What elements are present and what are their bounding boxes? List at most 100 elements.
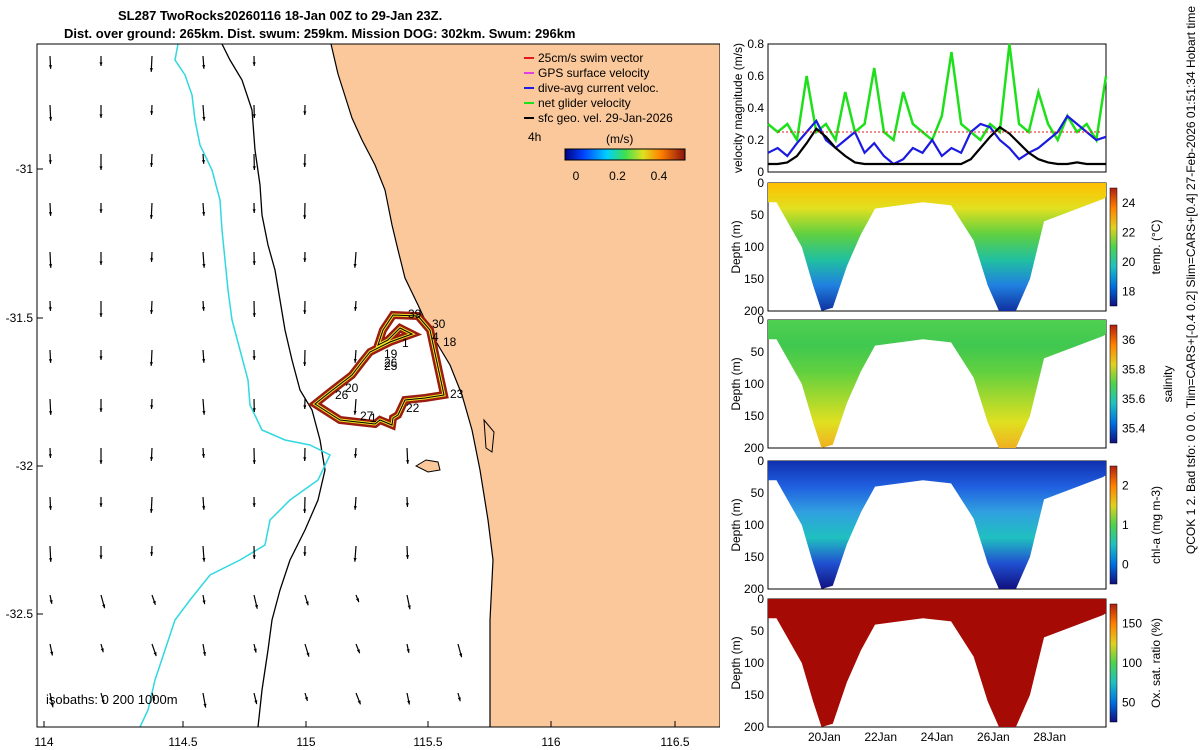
geo-arrowhead [406,460,410,464]
day-label: 1 [402,336,409,350]
geo-arrowhead [99,62,103,66]
colorbar-tick: 100 [1122,656,1142,670]
time-tick: 24Jan [921,730,954,744]
geo-arrowhead [149,310,154,314]
geo-arrowhead [252,209,256,213]
geo-arrowhead [48,359,53,363]
geo-arrowhead [202,557,206,562]
depth-y-label: Depth (m) [729,220,743,273]
geo-arrowhead [99,555,103,559]
velocity-y-tick: 0.4 [747,101,764,115]
geo-arrowhead [149,509,153,513]
salinity-panel: 0 50 100 150 200 Depth (m) 35.4 35.6 35.8 36 salin… [729,313,1175,455]
colorbar-label: temp. (°C) [1149,220,1163,275]
map-x-tick: 115 [296,735,315,749]
colorbar-tick: 0 [1122,557,1129,571]
map-y-tick: -31 [16,162,34,176]
colorbar-tick: 0.2 [609,169,626,183]
velocity-series [767,43,1108,144]
day-label: 4 [432,330,439,344]
velocity-y-tick: 0.6 [747,69,764,83]
map-y-tick: -31.5 [6,311,34,325]
legend-item: GPS surface velocity [538,66,649,80]
geo-arrowhead [99,408,103,412]
depth-y-tick: 100 [744,377,764,391]
geo-arrowhead [49,558,53,562]
geo-arrowhead [252,408,256,412]
isobath-200 [221,44,326,727]
colorbar-tick: 35.8 [1122,362,1146,376]
geo-arrowhead [48,506,53,510]
day-label: 18 [443,335,457,349]
time-axis: 20Jan 22Jan 24Jan 26Jan 28Jan [808,730,1066,744]
geo-arrowhead [254,700,258,705]
geo-arrowhead [407,605,411,610]
geo-arrowhead [203,703,207,708]
geo-arrowhead [149,215,153,219]
geo-arrowhead [353,454,358,458]
geo-arrowhead [48,454,52,458]
depth-y-tick: 50 [751,486,765,500]
geo-arrowhead [152,600,156,605]
geo-arrowhead [252,356,256,360]
geo-arrowhead [202,65,206,69]
colorbar-tick: 24 [1122,196,1136,210]
time-tick: 28Jan [1033,730,1066,744]
geo-arrowhead [356,598,359,603]
depth-y-tick: 0 [757,176,764,190]
geo-arrowhead [303,163,307,167]
glider-track-line [314,314,445,426]
geo-arrowhead [353,506,357,510]
geo-arrowhead [149,68,153,72]
colorbar-tick: 0.4 [651,169,668,183]
legend-item: sfc geo. vel. 29-Jan-2026 [538,111,673,125]
day-label: 23 [450,387,464,401]
colorbar-tick: 35.4 [1122,421,1146,435]
geo-arrowhead [303,258,307,262]
temperature-panel: 0 50 100 150 200 Depth (m) 18 20 22 24 temp. (°C) [729,176,1163,318]
geo-arrowhead [151,696,155,701]
geo-arrowhead [303,405,307,409]
depth-y-tick: 100 [744,518,764,532]
geo-arrowhead [353,557,357,562]
geo-arrowhead [202,506,206,510]
geo-arrowhead [305,601,309,606]
geo-arrowhead [48,160,52,164]
legend-scale-hours: 4h [528,130,541,144]
geo-arrowhead [49,411,53,415]
geo-arrowhead [353,410,357,415]
depth-y-tick: 150 [744,409,764,423]
geo-arrowhead [202,212,206,216]
velocity-y-tick: 0.8 [747,37,764,51]
geo-arrowhead [405,555,410,559]
land-mass [331,44,720,727]
colorbar-tick: 0 [573,169,580,183]
depth-y-tick: 50 [751,624,765,638]
time-tick: 20Jan [808,730,841,744]
geo-arrowhead [99,313,103,317]
geo-arrowhead [353,263,357,268]
geo-arrowhead [353,307,358,311]
geo-arrowhead [101,699,105,704]
colorbar-tick: 50 [1122,695,1136,709]
depth-y-tick: 200 [744,582,764,596]
geo-arrowhead [303,215,307,219]
geo-arrowhead [252,166,256,170]
geo-arrowhead [100,648,104,653]
island-garden [483,418,495,453]
day-label: 26 [384,356,398,370]
geo-arrowhead [102,604,106,609]
glider-track-outer [308,310,449,431]
colorbar-label: chl-a (mg m-3) [1149,486,1163,564]
chlorophyll-panel: 0 50 100 150 200 Depth (m) 0 1 2 chl-a (mg m-3) [729,454,1163,596]
day-label: 27 [360,409,374,423]
geo-arrowhead [303,509,307,513]
geo-arrowhead [150,258,154,262]
map-x-tick: 116.5 [660,735,689,749]
day-label: 20 [345,381,359,395]
geo-arrowhead [303,552,307,556]
depth-y-tick: 100 [744,240,764,254]
depth-y-tick: 50 [751,208,765,222]
